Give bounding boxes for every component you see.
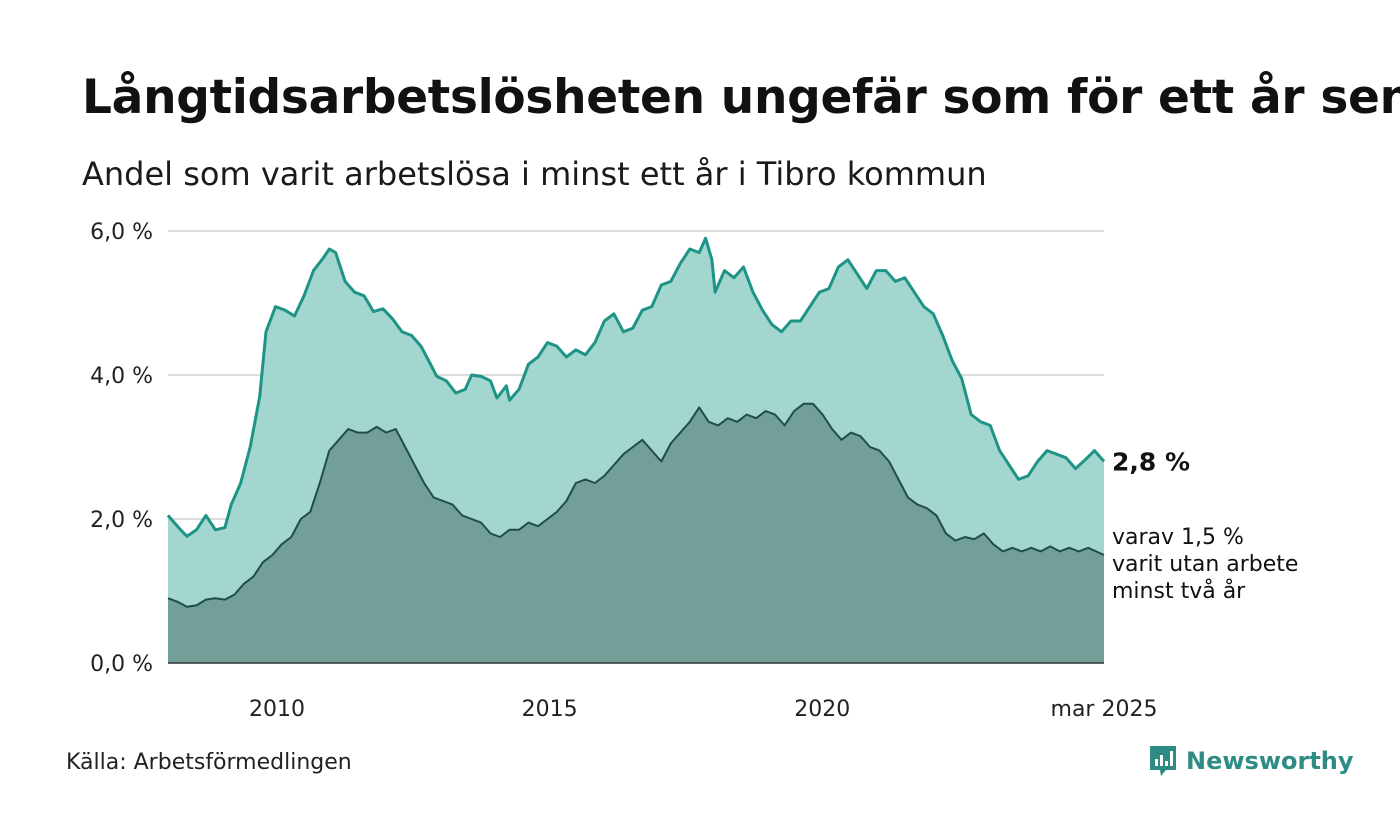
brand-name: Newsworthy (1186, 747, 1354, 775)
newsworthy-logo[interactable]: Newsworthy (1148, 744, 1354, 778)
x-axis-ticks: 2010 2015 2020 mar 2025 (249, 697, 1157, 722)
chart-title: Långtidsarbetslösheten ungefär som för e… (82, 70, 1400, 125)
long-end-label: varav 1,5 % varit utan arbete minst två år (1112, 525, 1298, 604)
y-axis-ticks: 0,0 % 2,0 % 4,0 % 6,0 % (90, 220, 153, 677)
long-series-line (167, 402, 1105, 608)
y-tick-label: 6,0 % (90, 220, 153, 245)
x-tick-label: 2010 (249, 697, 305, 722)
total-end-label: 2,8 % (1112, 447, 1190, 476)
total-series-line (166, 236, 1106, 538)
source-note: Källa: Arbetsförmedlingen (66, 750, 352, 775)
chart-subtitle: Andel som varit arbetslösa i minst ett å… (82, 155, 987, 193)
bar-chart-bubble-icon (1150, 746, 1176, 776)
x-tick-label: 2015 (522, 697, 578, 722)
long-series-area (168, 403, 1104, 663)
x-tick-label: 2020 (794, 697, 850, 722)
x-tick-label: mar 2025 (1051, 697, 1158, 722)
y-tick-label: 4,0 % (90, 364, 153, 389)
area-chart: 0,0 % 2,0 % 4,0 % 6,0 % 2010 2015 2020 mar 202… (90, 220, 1298, 722)
y-tick-label: 2,0 % (90, 508, 153, 533)
y-tick-label: 0,0 % (90, 652, 153, 677)
